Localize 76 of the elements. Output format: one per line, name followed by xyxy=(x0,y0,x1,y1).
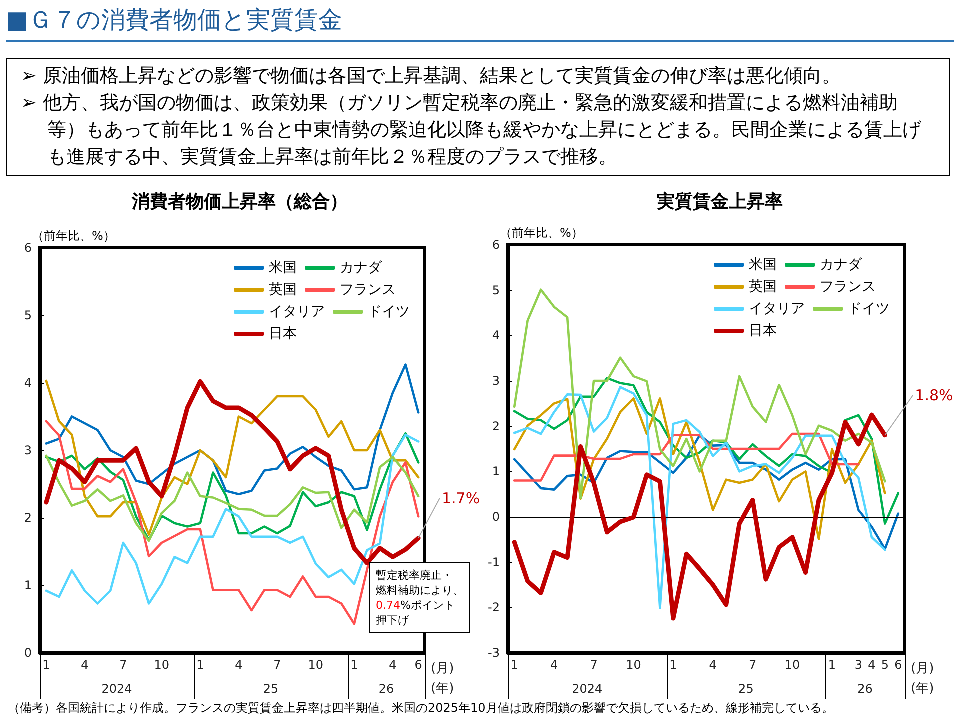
x-tick-label: 5 xyxy=(881,658,889,672)
x-tick-label: 4 xyxy=(550,658,558,672)
x-axis-title: (月) (年) xyxy=(911,662,934,696)
chart-title: 実質賃金上昇率 xyxy=(656,192,783,212)
y-axis-title: （前年比、%） xyxy=(32,229,116,243)
y-tick-label: 0 xyxy=(24,646,32,660)
text: 25 xyxy=(263,682,279,696)
annotation: 0.74%ポイント xyxy=(376,599,455,612)
text: 25 xyxy=(738,682,754,696)
y-tick-label: 4 xyxy=(24,376,32,390)
x-tick-label: 1 xyxy=(350,658,358,672)
annotation: 1.7% xyxy=(442,489,480,508)
y-tick-label: 6 xyxy=(24,241,32,255)
x-tick-label: 1 xyxy=(828,658,836,672)
text: （備考）各国統計により作成。フランスの実質賃金上昇率は四半期値。米国の2025年10月値は政府閉鎖の影響で欠損しているため、線形補完している。 xyxy=(8,700,834,717)
legend-label: ドイツ xyxy=(368,304,410,320)
text: ■Ｇ７の消費者物価と実質賃金 xyxy=(6,4,954,42)
x-tick-label: 7 xyxy=(274,658,282,672)
x-tick-label: 4 xyxy=(389,658,397,672)
annotation: 燃料補助により、 xyxy=(376,584,464,597)
legend-label: イタリア xyxy=(749,301,805,317)
y-tick-label: 6 xyxy=(492,238,500,252)
x-tick-label: 4 xyxy=(81,658,89,672)
text: 26 xyxy=(378,682,394,696)
legend-label: カナダ xyxy=(340,260,383,276)
x-tick-label: 6 xyxy=(894,658,902,672)
x-tick-label: 1 xyxy=(670,658,678,672)
x-tick-label: 10 xyxy=(154,658,170,672)
x-tick-label: 7 xyxy=(748,658,757,672)
legend-label: ドイツ xyxy=(848,301,890,317)
y-tick-label: 3 xyxy=(492,374,500,388)
x-tick-label: 6 xyxy=(414,658,422,672)
annotation: 1.8% xyxy=(915,386,954,404)
y-tick-label: 5 xyxy=(492,283,500,298)
x-tick-label: 1 xyxy=(510,658,518,672)
x-tick-label: 4 xyxy=(235,658,243,672)
legend-label: 英国 xyxy=(269,282,297,298)
y-tick-label: -1 xyxy=(488,555,500,570)
y-axis-title: （前年比、%） xyxy=(500,226,584,240)
text: 2024 xyxy=(102,682,132,696)
x-tick-label: 1 xyxy=(42,658,50,672)
legend-label: 英国 xyxy=(749,279,777,295)
x-tick-label: 4 xyxy=(868,658,876,672)
x-tick-label: 7 xyxy=(590,658,598,672)
x-tick-label: 7 xyxy=(120,658,128,672)
annotation: 暫定税率廃止・ xyxy=(376,569,453,582)
x-tick-label: 3 xyxy=(854,658,863,672)
y-tick-label: -3 xyxy=(488,646,500,660)
annotation: 押下げ xyxy=(376,614,410,627)
text: ➢ 原油価格上昇などの影響で物価は各国で上昇基調、結果として実質賃金の伸び率は悪化傾向。 ➢ 他方、我が国の物価は、政策効果（ガソリン暫定税率の廃止・緊急的激変緩和措置による燃料油補助等）もあって前年比１％台と中東情勢の緊迫化以降も緩やかな上昇にとどまる。民間企業による賃上げも進展する中、実質賃金上昇率は前年比２％程度のプラスで推移。 xyxy=(21,64,923,170)
y-tick-label: 2 xyxy=(24,511,32,525)
x-tick-label: 10 xyxy=(626,658,642,672)
legend-label: 日本 xyxy=(749,323,777,339)
legend-label: イタリア xyxy=(269,304,325,320)
legend-label: カナダ xyxy=(820,257,863,273)
legend-label: 米国 xyxy=(749,257,777,273)
x-tick-label: 4 xyxy=(709,658,717,672)
y-tick-label: 5 xyxy=(24,308,32,322)
x-axis-title: (月) (年) xyxy=(431,662,454,696)
chart-title: 消費者物価上昇率（総合） xyxy=(131,192,348,212)
y-tick-label: 1 xyxy=(492,464,500,479)
x-tick-label: 10 xyxy=(308,658,324,672)
text: 26 xyxy=(858,682,873,696)
y-tick-label: 0 xyxy=(492,510,500,524)
y-tick-label: 4 xyxy=(492,328,500,343)
legend-label: フランス xyxy=(340,282,396,298)
legend-label: 米国 xyxy=(269,260,297,276)
text: 2024 xyxy=(572,682,603,696)
y-tick-label: 2 xyxy=(492,419,500,434)
x-tick-label: 1 xyxy=(196,658,204,672)
y-tick-label: 3 xyxy=(24,444,32,458)
y-tick-label: 1 xyxy=(24,578,32,592)
legend-label: 日本 xyxy=(269,326,297,342)
legend-label: フランス xyxy=(820,279,876,295)
x-tick-label: 10 xyxy=(784,658,800,672)
y-tick-label: -2 xyxy=(488,600,500,615)
